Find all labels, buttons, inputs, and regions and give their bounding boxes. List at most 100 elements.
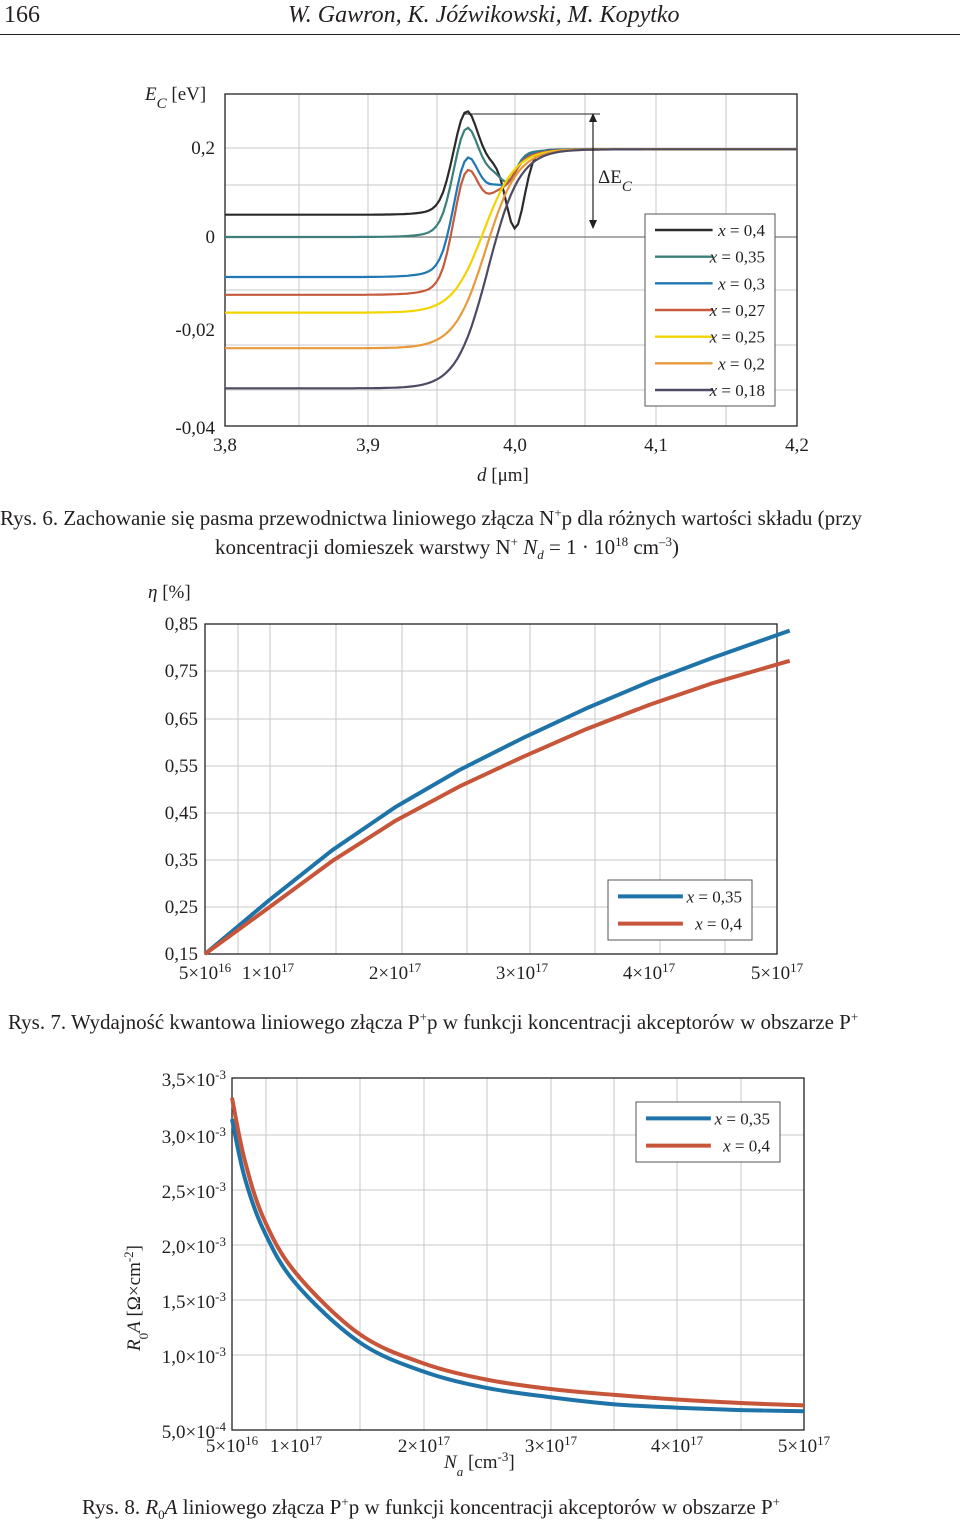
fig7-series-line bbox=[203, 658, 791, 956]
fig7-y-tick: 0,35 bbox=[165, 850, 198, 871]
fig6-y-tick: 0,2 bbox=[191, 138, 215, 159]
fig7-caption-lead: Rys. 7. bbox=[8, 1010, 67, 1034]
figure-7-caption: Rys. 7. Wydajność kwantowa liniowego złą… bbox=[8, 1002, 960, 1037]
fig6-legend: x = 0,4 x = 0,35 x = 0,3 x = 0,27 x = 0,25 x … bbox=[644, 213, 776, 407]
fig6-x-tick: 3,8 bbox=[213, 435, 237, 456]
fig8-x-tick: 5×1016 bbox=[206, 1433, 259, 1458]
figure-7-chart: 0,85 0,75 0,65 0,55 0,45 0,35 0,25 0,155×1016 1×… bbox=[148, 582, 804, 985]
figure-8-chart: 3,5×10-3 3,0×10-3 2,5×10-3 2,0×10-3 1,5×10-3… bbox=[121, 1067, 831, 1479]
fig7-series-line bbox=[203, 628, 791, 956]
fig6-series bbox=[225, 110, 797, 390]
delta-ec-arrowhead-top bbox=[589, 113, 597, 122]
fig7-x-tick: 4×1017 bbox=[623, 960, 676, 985]
fig6-y-tick: -0,04 bbox=[175, 418, 215, 439]
fig6-caption-nd: N bbox=[518, 535, 538, 559]
header-rule bbox=[0, 34, 960, 35]
fig6-x-tick: 4,0 bbox=[503, 435, 527, 456]
fig6-ticks: 0,2 0 -0,02 -0,043,8 3,9 4,0 4,1 4,2 bbox=[175, 138, 808, 456]
fig6-caption-line2e: ) bbox=[672, 535, 680, 559]
fig6-y-tick: 0 bbox=[206, 227, 216, 248]
fig6-caption-line1b: p dla różnych wartości składu (przy bbox=[561, 506, 862, 530]
fig6-plot-frame bbox=[224, 93, 798, 427]
fig6-legend-entry: x = 0,35 bbox=[709, 248, 765, 267]
fig8-legend-entry: x = 0,4 bbox=[722, 1137, 770, 1156]
fig7-x-tick: 5×1016 bbox=[179, 960, 232, 985]
fig8-caption-text2: p w funkcji koncentracji akceptorów w ob… bbox=[348, 1495, 773, 1519]
figure-6-caption: Rys. 6. Zachowanie się pasma przewodnict… bbox=[0, 498, 960, 533]
fig8-caption-text: liniowego złącza P bbox=[177, 1495, 342, 1519]
fig7-caption-sup1: + bbox=[419, 1009, 427, 1024]
fig7-caption-sup2: + bbox=[850, 1009, 859, 1024]
fig7-legend-entry: x = 0,4 bbox=[694, 915, 742, 934]
fig6-caption-sup2: + bbox=[510, 534, 518, 549]
fig8-legend-box bbox=[635, 1101, 781, 1163]
fig8-y-tick: 5,0×10-4 bbox=[162, 1419, 227, 1444]
fig8-legend-entry: x = 0,35 bbox=[714, 1109, 770, 1128]
fig7-y-tick: 0,45 bbox=[165, 803, 198, 824]
fig6-caption-line1: Zachowanie się pasma przewodnictwa linio… bbox=[63, 506, 555, 530]
fig8-y-tick: 3,5×10-3 bbox=[162, 1067, 226, 1092]
fig6-series-line bbox=[225, 110, 797, 231]
fig8-caption-sub0: 0 bbox=[158, 1507, 165, 1523]
fig7-x-tick: 5×1017 bbox=[751, 960, 804, 985]
fig6-caption-line2c: = 1 · 10 bbox=[543, 535, 616, 559]
fig8-y-tick: 2,5×10-3 bbox=[162, 1179, 226, 1204]
fig6-legend-entry: x = 0,2 bbox=[717, 354, 765, 373]
fig7-x-tick: 3×1017 bbox=[496, 960, 549, 985]
fig7-y-tick: 0,85 bbox=[165, 614, 198, 635]
fig8-caption-sup2: + bbox=[772, 1494, 780, 1509]
fig6-caption-lead: Rys. 6. bbox=[0, 506, 59, 530]
fig7-y-tick: 0,65 bbox=[165, 709, 198, 730]
fig7-plot-frame bbox=[204, 623, 778, 955]
delta-ec-label: ΔEC bbox=[598, 167, 633, 195]
fig6-y-axis-label: EC [eV] bbox=[144, 84, 206, 112]
fig8-y-axis-label: R0A [Ω×cm-2] bbox=[121, 1245, 151, 1352]
fig6-x-tick: 4,2 bbox=[785, 435, 809, 456]
fig7-y-axis-label: η [%] bbox=[148, 582, 191, 603]
figure-6-caption-line2: koncentracji domieszek warstwy N+ Nd = 1… bbox=[215, 527, 679, 569]
fig8-x-tick: 3×1017 bbox=[525, 1433, 578, 1458]
fig7-caption-text: Wydajność kwantowa liniowego złącza P bbox=[70, 1010, 420, 1034]
fig6-legend-entry: x = 0,18 bbox=[709, 381, 765, 400]
fig6-legend-entry: x = 0,3 bbox=[717, 274, 765, 293]
fig8-x-tick: 5×1017 bbox=[778, 1433, 831, 1458]
page-number: 166 bbox=[4, 2, 40, 28]
fig6-x-tick: 4,1 bbox=[644, 435, 668, 456]
fig8-caption-A: A bbox=[164, 1495, 178, 1519]
figure-8-caption: Rys. 8. R0A liniowego złącza P+p w funkc… bbox=[82, 1487, 960, 1529]
fig6-caption-sup1: + bbox=[554, 505, 562, 520]
fig8-ticks: 3,5×10-3 3,0×10-3 2,5×10-3 2,0×10-3 1,5×10-3… bbox=[162, 1067, 831, 1458]
fig7-series bbox=[203, 628, 791, 956]
fig7-x-tick: 2×1017 bbox=[369, 960, 422, 985]
fig7-legend-box bbox=[607, 879, 753, 941]
fig6-caption-sub-d: d bbox=[537, 547, 544, 563]
fig6-caption-sup4: –3 bbox=[659, 534, 673, 549]
fig7-y-tick: 0,55 bbox=[165, 756, 198, 777]
fig8-y-tick: 1,0×10-3 bbox=[162, 1344, 226, 1369]
page-header: 166 W. Gawron, K. Jóźwikowski, M. Kopytk… bbox=[0, 0, 960, 36]
fig8-series-line bbox=[230, 1118, 805, 1414]
fig7-x-tick: 1×1017 bbox=[242, 960, 295, 985]
fig7-y-tick: 0,15 bbox=[165, 944, 198, 965]
fig6-caption-sup3: 18 bbox=[615, 534, 629, 549]
fig8-caption-lead: Rys. 8. bbox=[82, 1495, 141, 1519]
fig6-caption-line2d: cm bbox=[628, 535, 660, 559]
fig6-caption-line2: koncentracji domieszek warstwy N bbox=[215, 535, 511, 559]
fig6-series-line bbox=[225, 148, 797, 390]
fig6-y-tick: -0,02 bbox=[175, 320, 215, 341]
fig8-caption-sup1: + bbox=[341, 1494, 349, 1509]
fig7-legend-entry: x = 0,35 bbox=[686, 887, 742, 906]
fig6-legend-entry: x = 0,4 bbox=[717, 221, 765, 240]
fig6-legend-entry: x = 0,25 bbox=[709, 328, 765, 347]
fig8-x-axis-label: Na [cm-3] bbox=[443, 1449, 515, 1479]
fig8-caption-R: R bbox=[145, 1495, 159, 1519]
fig8-y-tick: 1,5×10-3 bbox=[162, 1289, 226, 1314]
fig7-legend: x = 0,35 x = 0,4 bbox=[607, 879, 753, 941]
fig8-x-tick: 4×1017 bbox=[651, 1433, 704, 1458]
fig6-x-axis-label: d [μm] bbox=[477, 465, 529, 486]
fig6-x-tick: 3,9 bbox=[356, 435, 380, 456]
fig7-y-tick: 0,75 bbox=[165, 661, 198, 682]
fig6-legend-entry: x = 0,27 bbox=[709, 301, 766, 320]
fig8-plot-frame bbox=[231, 1077, 805, 1431]
fig8-y-tick: 2,0×10-3 bbox=[162, 1234, 226, 1259]
